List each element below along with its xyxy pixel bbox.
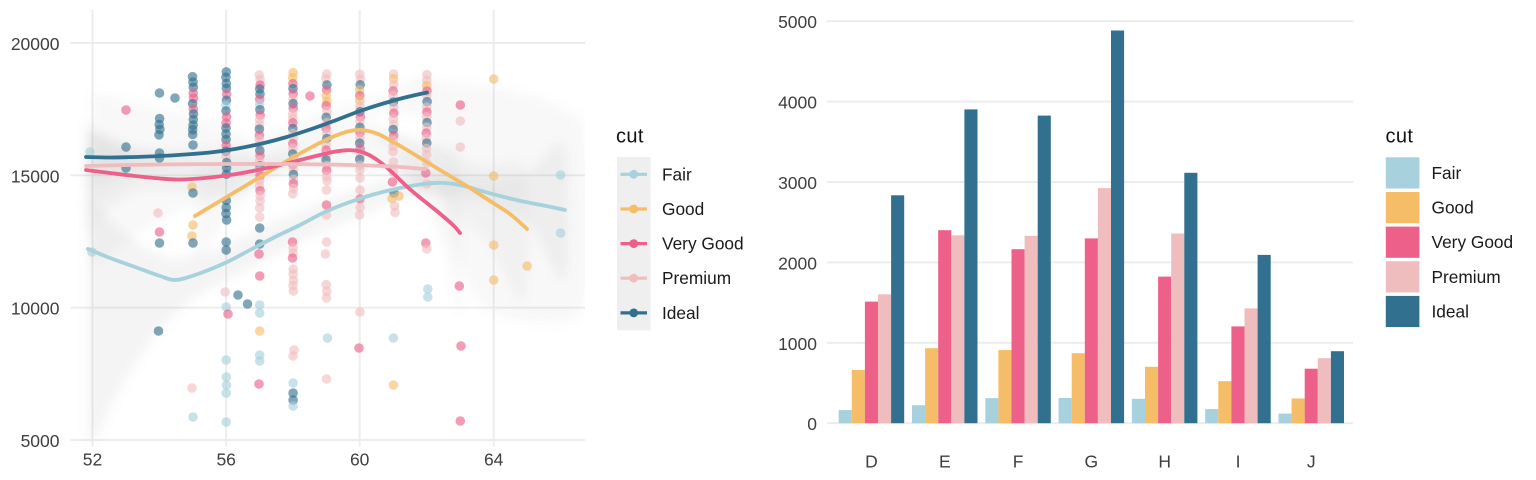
svg-text:Fair: Fair bbox=[662, 164, 692, 184]
svg-text:56: 56 bbox=[216, 450, 235, 470]
svg-text:52: 52 bbox=[83, 450, 102, 470]
svg-text:20000: 20000 bbox=[11, 34, 60, 54]
svg-text:Fair: Fair bbox=[1432, 163, 1462, 183]
svg-text:Ideal: Ideal bbox=[1432, 301, 1469, 321]
svg-text:Good: Good bbox=[662, 199, 704, 219]
svg-text:J: J bbox=[1307, 451, 1316, 471]
svg-text:10000: 10000 bbox=[11, 299, 60, 319]
svg-text:3000: 3000 bbox=[778, 173, 817, 193]
svg-text:cut: cut bbox=[1386, 126, 1414, 148]
svg-text:15000: 15000 bbox=[11, 166, 60, 186]
svg-text:Premium: Premium bbox=[662, 268, 731, 288]
svg-text:60: 60 bbox=[350, 450, 370, 470]
svg-text:H: H bbox=[1158, 451, 1171, 471]
svg-text:cut: cut bbox=[616, 126, 644, 148]
svg-text:E: E bbox=[939, 451, 951, 471]
svg-text:1000: 1000 bbox=[778, 334, 817, 354]
svg-text:0: 0 bbox=[807, 414, 817, 434]
svg-text:I: I bbox=[1236, 451, 1241, 471]
svg-text:Very Good: Very Good bbox=[662, 234, 744, 254]
svg-text:D: D bbox=[865, 451, 878, 471]
svg-text:4000: 4000 bbox=[778, 93, 817, 113]
svg-text:2000: 2000 bbox=[778, 253, 817, 273]
svg-text:5000: 5000 bbox=[778, 12, 817, 32]
svg-text:Premium: Premium bbox=[1432, 267, 1501, 287]
svg-text:5000: 5000 bbox=[21, 431, 60, 451]
svg-text:64: 64 bbox=[484, 450, 504, 470]
svg-text:Good: Good bbox=[1432, 198, 1474, 218]
svg-text:F: F bbox=[1013, 451, 1024, 471]
svg-text:Ideal: Ideal bbox=[662, 303, 699, 323]
svg-text:Very Good: Very Good bbox=[1432, 232, 1514, 252]
svg-text:G: G bbox=[1084, 451, 1098, 471]
